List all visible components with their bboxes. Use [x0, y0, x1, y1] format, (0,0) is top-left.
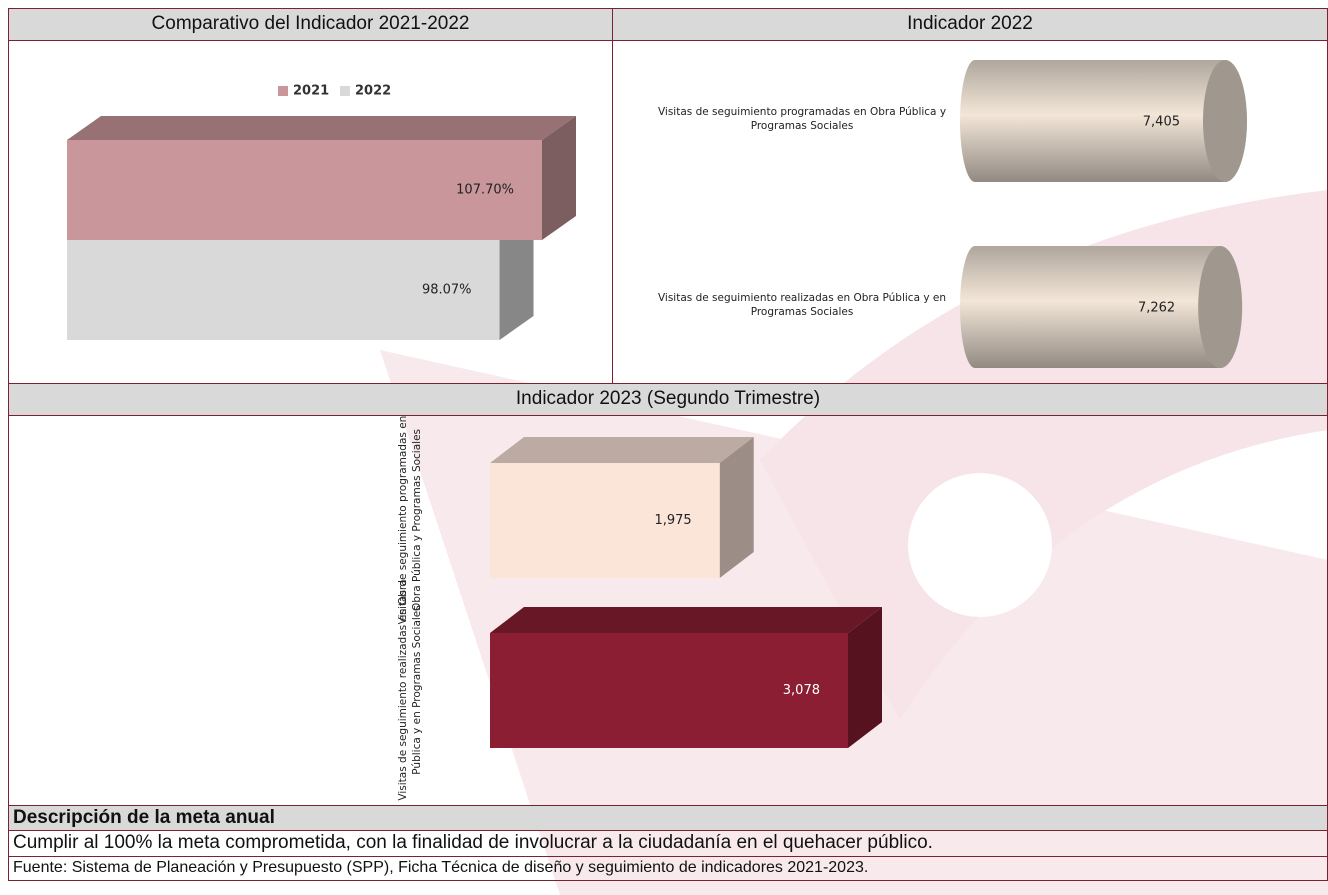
chart: 98.07% 107.70% 2021 2022	[67, 84, 576, 340]
bar	[67, 116, 576, 240]
bar-side	[719, 437, 754, 578]
bar-top	[490, 437, 754, 463]
bar-side	[542, 116, 576, 240]
header-cell: Indicador 2023 (Segundo Trimestre)	[8, 383, 1328, 416]
value-label: 7,262	[1138, 301, 1175, 316]
cylinder	[960, 246, 1243, 368]
category-label: Visitas de seguimiento realizadas en Obr…	[397, 579, 423, 801]
value-label: 98.07%	[422, 283, 472, 298]
watermark-dot	[908, 473, 1052, 617]
bar-side	[848, 607, 882, 748]
legend-label: 2021	[293, 84, 329, 99]
cylinder	[960, 60, 1247, 182]
bar-front	[67, 240, 500, 340]
bar-side	[499, 216, 534, 340]
cylinder-end	[1203, 60, 1247, 182]
chart: 1,975 3,078	[490, 437, 882, 748]
header-cell: Comparativo del Indicador 2021-2022	[8, 8, 613, 41]
chart: 7,405 7,262	[960, 60, 1247, 368]
bar	[490, 437, 754, 578]
bar-front	[490, 463, 720, 578]
cylinder-body	[960, 60, 1247, 182]
bar-front	[67, 140, 542, 240]
value-label: 3,078	[783, 683, 820, 698]
category-label: Visitas de seguimiento realizadas en Obr…	[657, 292, 947, 318]
bar-top	[67, 116, 576, 140]
description: Cumplir al 100% la meta comprometida, co…	[8, 830, 1328, 857]
cylinder-end	[1198, 246, 1243, 368]
cylinder-body	[960, 246, 1243, 368]
legend-swatch	[278, 86, 288, 96]
value-label: 107.70%	[456, 183, 514, 198]
header-cell: Indicador 2022	[612, 8, 1328, 41]
legend-label: 2022	[355, 84, 391, 99]
bar-top	[490, 607, 882, 633]
description-title: Descripción de la meta anual	[8, 805, 1328, 831]
category-label: Visitas de seguimiento programadas en Ob…	[657, 106, 947, 132]
bar	[490, 607, 882, 748]
value-label: 1,975	[654, 513, 691, 528]
legend-swatch	[340, 86, 350, 96]
bar-front	[490, 633, 848, 748]
value-label: 7,405	[1143, 115, 1180, 130]
source: Fuente: Sistema de Planeación y Presupue…	[8, 856, 1328, 881]
